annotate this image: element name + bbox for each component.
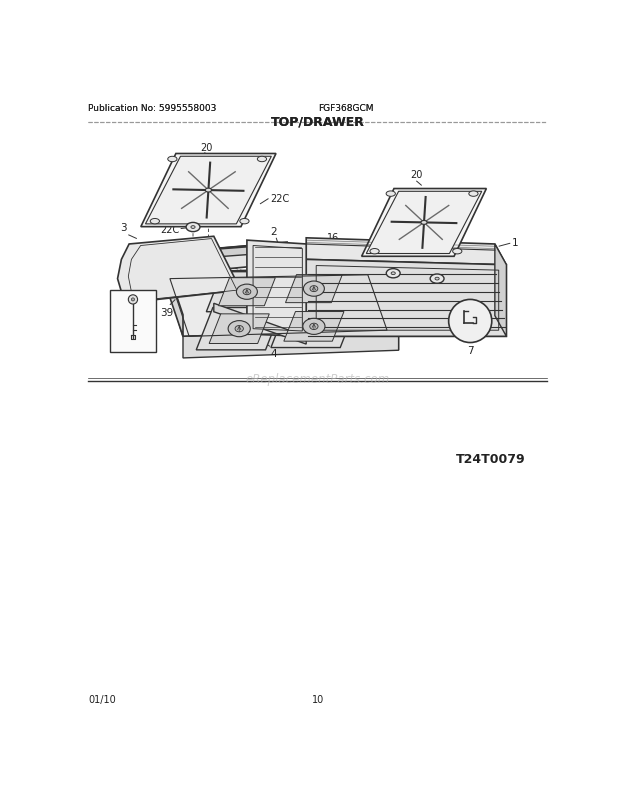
Text: 4: 4: [270, 349, 277, 358]
Ellipse shape: [235, 326, 244, 333]
Polygon shape: [306, 238, 507, 265]
Text: 22C: 22C: [270, 193, 290, 204]
Polygon shape: [162, 254, 183, 337]
Text: 01/10: 01/10: [88, 695, 116, 704]
Polygon shape: [209, 314, 269, 344]
Ellipse shape: [469, 192, 478, 197]
Polygon shape: [247, 241, 306, 337]
Polygon shape: [164, 268, 399, 337]
Ellipse shape: [391, 273, 396, 275]
Text: TOP/DRAWER: TOP/DRAWER: [271, 115, 365, 128]
Text: Publication No: 5995558003: Publication No: 5995558003: [88, 104, 216, 113]
Ellipse shape: [228, 322, 250, 338]
Text: T24T0079: T24T0079: [456, 452, 526, 465]
Ellipse shape: [168, 157, 177, 163]
Ellipse shape: [205, 189, 211, 192]
Polygon shape: [206, 273, 288, 312]
Polygon shape: [146, 157, 272, 225]
Text: 20: 20: [200, 143, 212, 152]
Ellipse shape: [386, 192, 396, 197]
Ellipse shape: [435, 277, 439, 281]
Ellipse shape: [240, 219, 249, 225]
Ellipse shape: [453, 249, 462, 254]
Text: 22B: 22B: [449, 277, 468, 286]
Polygon shape: [366, 192, 482, 254]
Polygon shape: [118, 237, 241, 302]
Polygon shape: [285, 275, 342, 303]
Text: 7: 7: [467, 346, 474, 355]
Circle shape: [449, 300, 492, 343]
Text: 2: 2: [270, 227, 277, 237]
Polygon shape: [214, 304, 306, 345]
Text: 22C: 22C: [160, 225, 179, 234]
Ellipse shape: [186, 223, 200, 233]
Text: 20: 20: [410, 170, 422, 180]
Text: 22A: 22A: [360, 272, 379, 282]
Polygon shape: [361, 189, 486, 257]
Polygon shape: [218, 278, 275, 306]
Polygon shape: [379, 268, 399, 350]
Ellipse shape: [243, 290, 251, 295]
Ellipse shape: [257, 157, 267, 163]
Polygon shape: [306, 260, 507, 337]
Polygon shape: [141, 154, 276, 227]
Text: 10: 10: [312, 695, 324, 704]
Polygon shape: [271, 306, 357, 348]
Text: 1: 1: [512, 238, 518, 248]
Ellipse shape: [303, 282, 324, 297]
Ellipse shape: [236, 285, 257, 300]
Ellipse shape: [191, 226, 195, 229]
Ellipse shape: [386, 269, 400, 278]
Ellipse shape: [430, 274, 444, 284]
Ellipse shape: [370, 249, 379, 254]
Text: 88: 88: [113, 293, 126, 302]
Text: 39: 39: [160, 308, 173, 318]
Bar: [110, 291, 156, 352]
Polygon shape: [273, 269, 355, 310]
Ellipse shape: [303, 319, 325, 335]
Text: 3: 3: [120, 223, 127, 233]
Polygon shape: [284, 312, 344, 342]
Text: TOP/DRAWER: TOP/DRAWER: [271, 115, 365, 128]
Polygon shape: [162, 243, 287, 275]
Text: eReplacementParts.com: eReplacementParts.com: [246, 373, 390, 386]
Text: FGF368GCM: FGF368GCM: [317, 104, 373, 113]
Ellipse shape: [150, 219, 159, 225]
Text: 16: 16: [327, 233, 339, 242]
Polygon shape: [495, 245, 507, 337]
Ellipse shape: [421, 221, 427, 225]
Polygon shape: [183, 330, 399, 358]
Polygon shape: [197, 308, 282, 350]
Polygon shape: [162, 245, 287, 261]
Ellipse shape: [310, 324, 318, 330]
Text: FGF368GCM: FGF368GCM: [317, 104, 373, 113]
Text: Publication No: 5995558003: Publication No: 5995558003: [88, 104, 216, 113]
Circle shape: [128, 295, 138, 305]
Ellipse shape: [310, 286, 318, 292]
Circle shape: [131, 298, 135, 302]
